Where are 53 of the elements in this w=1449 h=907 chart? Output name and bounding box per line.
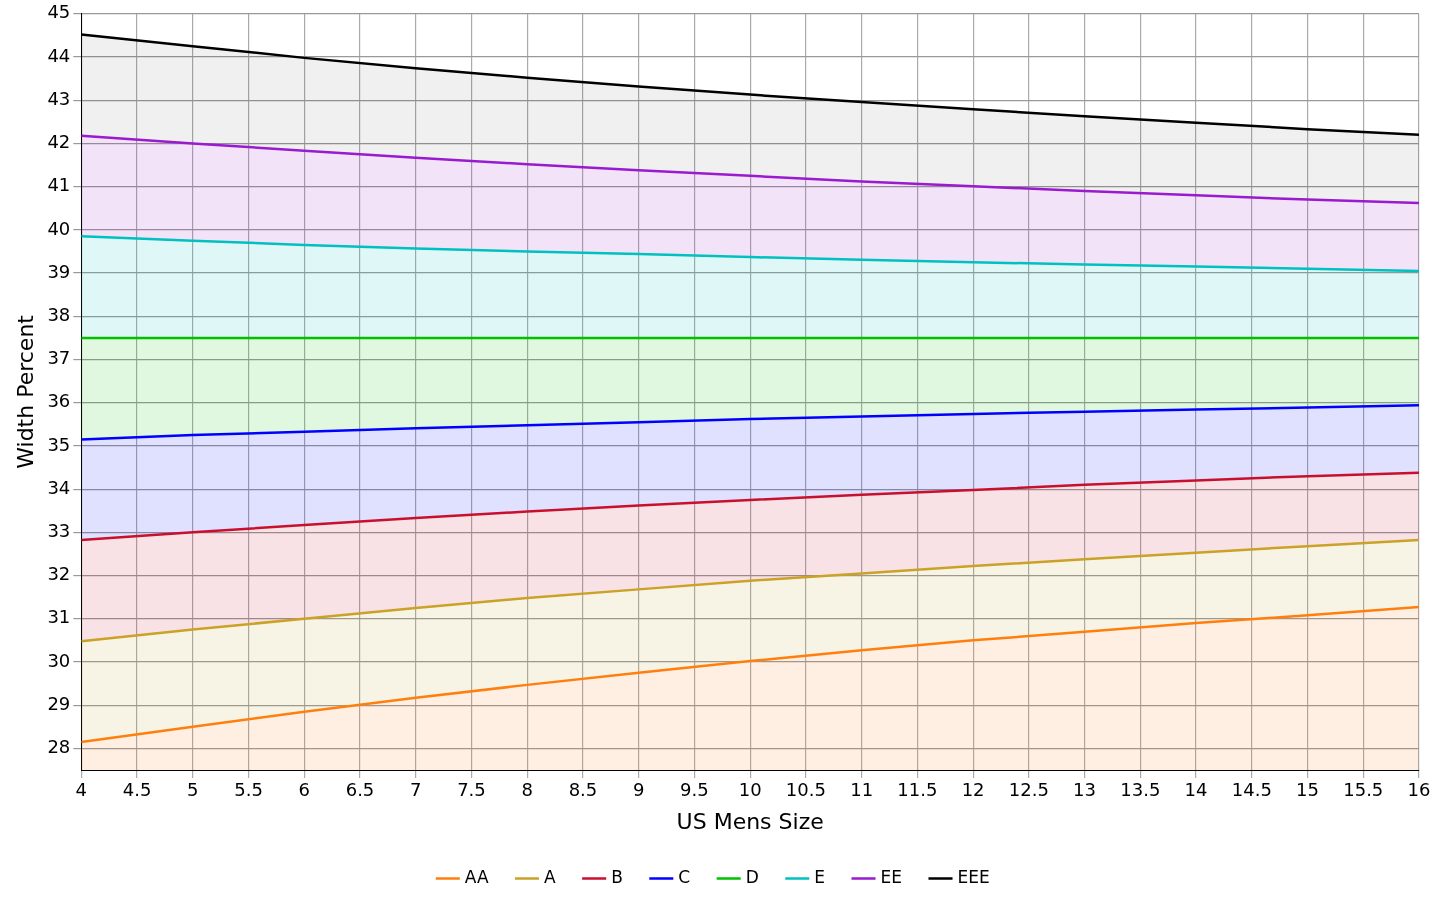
x-tick-label: 7: [410, 779, 422, 801]
y-tick-label: 40: [47, 217, 71, 239]
x-tick-label: 15: [1296, 779, 1319, 801]
x-tick-label: 9: [632, 779, 645, 801]
x-tick-label: 8: [521, 779, 533, 801]
legend-label: EE: [880, 866, 902, 887]
legend-label: A: [544, 866, 557, 887]
y-tick-label: 38: [47, 303, 71, 325]
y-tick-label: 36: [47, 390, 71, 412]
legend-label: AA: [464, 866, 489, 887]
y-tick-label: 42: [47, 131, 71, 153]
x-tick-label: 11: [850, 779, 874, 801]
y-tick-label: 34: [47, 476, 71, 498]
x-tick-label: 15.5: [1343, 779, 1384, 801]
legend-label: B: [611, 866, 623, 887]
x-tick-label: 6: [298, 779, 310, 801]
x-tick-label: 12.5: [1008, 779, 1049, 801]
legend-label: D: [745, 866, 759, 887]
y-tick-label: 37: [47, 347, 71, 369]
y-tick-label: 30: [47, 649, 71, 671]
x-tick-label: 14: [1184, 779, 1208, 801]
y-tick-label: 28: [47, 736, 71, 758]
x-tick-label: 12: [961, 779, 985, 801]
y-tick-label: 45: [47, 1, 71, 23]
x-tick-label: 16: [1407, 779, 1431, 801]
x-axis-title: US Mens Size: [676, 808, 824, 834]
y-tick-label: 32: [47, 563, 71, 585]
x-tick-label: 13.5: [1120, 779, 1161, 801]
x-tick-label: 5: [187, 779, 199, 801]
x-tick-label: 11.5: [897, 779, 938, 801]
x-tick-label: 8.5: [568, 779, 598, 801]
y-axis-title: Width Percent: [12, 314, 38, 469]
x-tick-label: 4.5: [122, 779, 152, 801]
x-tick-label: 9.5: [680, 779, 709, 801]
legend-label: C: [678, 866, 691, 887]
x-tick-label: 14.5: [1231, 779, 1272, 801]
y-tick-label: 35: [47, 433, 71, 455]
x-tick-label: 4: [75, 779, 88, 801]
legend-label: E: [814, 866, 826, 887]
x-tick-label: 6.5: [345, 779, 375, 801]
legend-label: EEE: [957, 866, 990, 887]
x-tick-label: 10: [738, 779, 762, 801]
y-tick-label: 39: [47, 260, 71, 282]
x-tick-label: 13: [1073, 779, 1097, 801]
y-tick-label: 44: [47, 44, 71, 66]
y-tick-label: 41: [47, 174, 71, 196]
y-tick-label: 43: [47, 87, 71, 109]
y-tick-label: 29: [47, 692, 71, 714]
x-tick-label: 5.5: [234, 779, 263, 801]
x-tick-label: 10.5: [785, 779, 826, 801]
x-tick-label: 7.5: [457, 779, 486, 801]
y-tick-label: 33: [47, 520, 71, 542]
y-tick-label: 31: [47, 606, 71, 628]
